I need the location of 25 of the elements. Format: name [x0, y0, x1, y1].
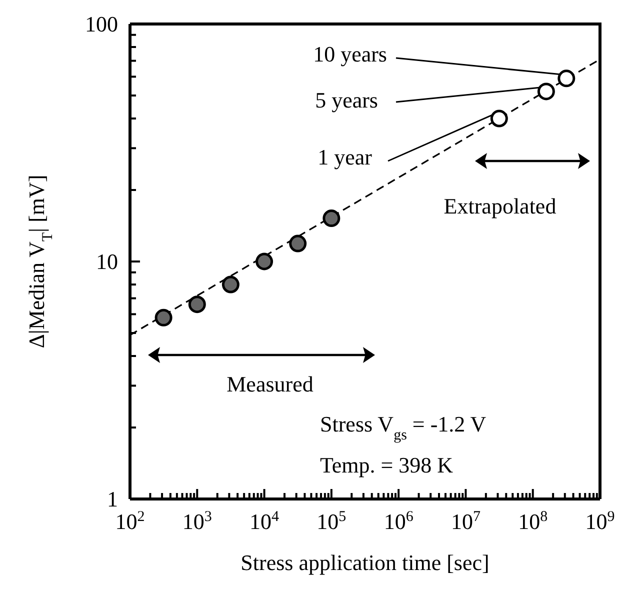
- point: [188, 296, 206, 314]
- x-tick-label: 10$^{9}$: [585, 509, 615, 534]
- annotation: Temp. = 398 K: [320, 452, 454, 478]
- x-tick-label: 10$^{3}$: [182, 509, 212, 534]
- point: [154, 308, 172, 326]
- annotation: Stress V$_{gs}$ = -1.2 V: [320, 412, 486, 444]
- point: [289, 234, 307, 252]
- annotation: Measured: [226, 372, 314, 397]
- annotation: 1 year: [318, 144, 373, 170]
- annotation: 5 years: [315, 88, 378, 113]
- x-tick-label: 10$^{8}$: [518, 509, 548, 534]
- point: [256, 252, 274, 270]
- point: [222, 276, 240, 294]
- annotation: 10 years: [313, 42, 387, 67]
- y-tick-label: 1: [107, 486, 118, 512]
- x-tick-label: 10$^{4}$: [250, 509, 280, 534]
- annotation: Extrapolated: [444, 194, 556, 219]
- x-tick-label: 10$^{6}$: [384, 509, 414, 534]
- x-tick-label: 10$^{2}$: [115, 509, 145, 534]
- x-tick-label: 10$^{7}$: [450, 509, 481, 534]
- point: [322, 210, 340, 228]
- y-tick-label: 10: [96, 249, 118, 274]
- y-tick-label: 100: [85, 12, 118, 37]
- x-tick-label: 10$^{5}$: [316, 509, 346, 534]
- x-axis-title: Stress application time [sec]: [240, 550, 490, 575]
